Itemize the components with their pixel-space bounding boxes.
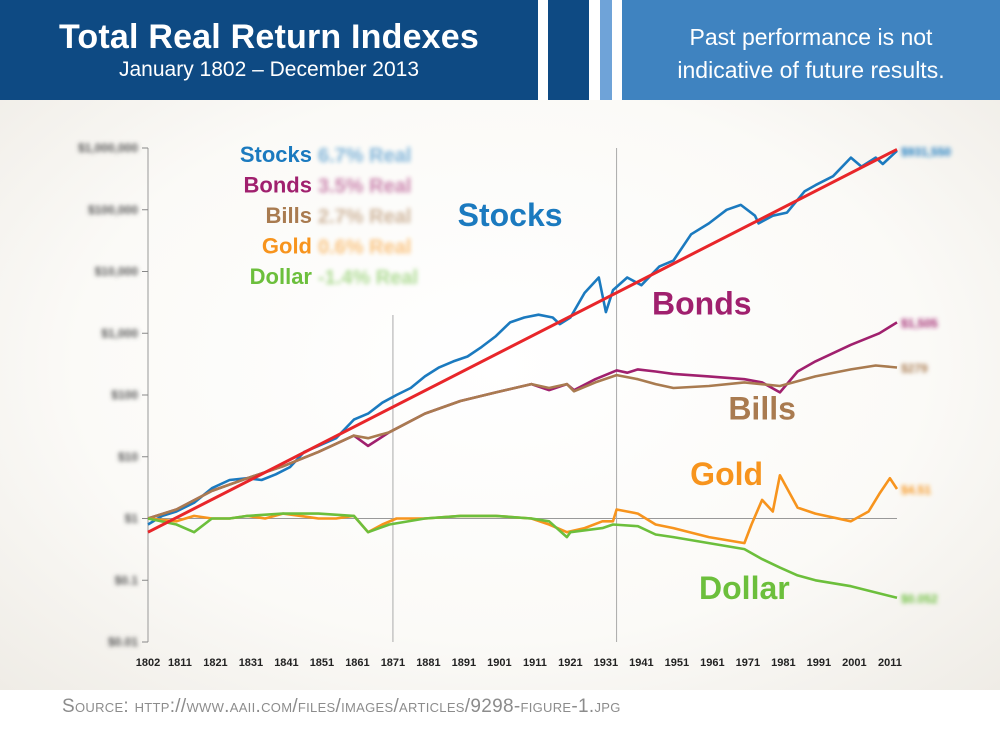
series-lines bbox=[147, 148, 899, 600]
legend-name-dollar: Dollar bbox=[250, 264, 313, 289]
returns-chart: $1,000,000 $100,000 $10,000 $1,000 $100 $10 $1… bbox=[78, 141, 952, 669]
series-labels: Stocks $931,550 Bonds $1,505 Bills $279 Gold $4… bbox=[458, 145, 952, 606]
legend-rate-gold: 0.6% Real bbox=[318, 237, 411, 259]
x-tick-label: 1911 bbox=[523, 657, 547, 669]
legend-rate-dollar: -1.4% Real bbox=[318, 267, 418, 289]
y-tick-label: $1,000,000 bbox=[78, 141, 138, 155]
chart-title: Total Real Return Indexes bbox=[58, 18, 480, 56]
y-axis-ticks: $1,000,000 $100,000 $10,000 $1,000 $100 $10 $1… bbox=[78, 141, 148, 649]
y-tick-label: $10,000 bbox=[95, 265, 139, 279]
series-line-dollar bbox=[147, 512, 898, 600]
legend-rate-bonds: 3.5% Real bbox=[318, 176, 411, 198]
end-value-stocks: $931,550 bbox=[901, 145, 951, 159]
x-tick-label: 1861 bbox=[345, 657, 369, 669]
end-value-bills: $279 bbox=[901, 361, 928, 375]
legend-name-stocks: Stocks bbox=[240, 142, 312, 167]
y-tick-label: $1 bbox=[125, 512, 139, 526]
x-tick-label: 1901 bbox=[487, 657, 511, 669]
source-caption: Source: http://www.aaii.com/files/images… bbox=[62, 696, 621, 717]
series-line-bills bbox=[147, 364, 898, 520]
legend-name-bills: Bills bbox=[266, 203, 312, 228]
x-tick-label: 1851 bbox=[310, 657, 334, 669]
series-label-gold: Gold bbox=[690, 456, 763, 492]
x-tick-label: 1841 bbox=[274, 657, 298, 669]
legend-rate-stocks: 6.7% Real bbox=[318, 145, 411, 167]
x-tick-label: 1981 bbox=[771, 657, 795, 669]
x-tick-label: 1941 bbox=[629, 657, 653, 669]
series-line-stocks bbox=[147, 149, 898, 526]
series-label-stocks: Stocks bbox=[458, 197, 563, 233]
x-tick-label: 1811 bbox=[168, 657, 192, 669]
x-tick-label: 1871 bbox=[381, 657, 405, 669]
x-tick-label: 1931 bbox=[594, 657, 618, 669]
x-tick-label: 1951 bbox=[665, 657, 689, 669]
disclaimer-text: Past performance is not indicative of fu… bbox=[622, 21, 1000, 87]
header-title-panel: Total Real Return Indexes January 1802 –… bbox=[0, 0, 538, 100]
header-stripe-dark bbox=[548, 0, 589, 100]
end-value-dollar: $0.052 bbox=[901, 592, 938, 606]
x-tick-label: 1831 bbox=[239, 657, 263, 669]
x-tick-label: 1821 bbox=[203, 657, 227, 669]
x-axis-ticks: 1802 1811 1821 1831 1841 1851 1861 1871 1881 1891… bbox=[136, 657, 902, 669]
y-tick-label: $0.1 bbox=[115, 573, 139, 587]
y-tick-label: $0.01 bbox=[108, 635, 138, 649]
legend: Stocks 6.7% Real Bonds 3.5% Real Bills 2.7% R… bbox=[240, 142, 418, 289]
y-tick-label: $1,000 bbox=[101, 326, 138, 340]
y-tick-label: $100 bbox=[111, 388, 138, 402]
disclaimer-line-1: Past performance is not bbox=[689, 24, 933, 50]
x-tick-label: 1881 bbox=[416, 657, 440, 669]
series-label-bills: Bills bbox=[728, 391, 796, 427]
x-tick-label: 1891 bbox=[452, 657, 476, 669]
x-tick-label: 1991 bbox=[807, 657, 831, 669]
x-tick-label: 1921 bbox=[558, 657, 582, 669]
series-line-gold bbox=[147, 474, 899, 545]
header-disclaimer-panel: Past performance is not indicative of fu… bbox=[622, 0, 1000, 100]
plot-background bbox=[0, 100, 1000, 690]
x-tick-label: 2011 bbox=[878, 657, 902, 669]
header-stripe-light bbox=[600, 0, 612, 100]
series-label-dollar: Dollar bbox=[699, 570, 790, 606]
y-tick-label: $100,000 bbox=[88, 203, 138, 217]
x-tick-label: 1802 bbox=[136, 657, 160, 669]
legend-name-gold: Gold bbox=[262, 234, 312, 259]
stocks-trend-line bbox=[147, 148, 898, 534]
legend-rate-bills: 2.7% Real bbox=[318, 206, 411, 228]
end-value-gold: $4.51 bbox=[901, 483, 931, 497]
y-tick-label: $10 bbox=[118, 450, 138, 464]
x-tick-label: 1961 bbox=[700, 657, 724, 669]
end-value-bonds: $1,505 bbox=[901, 316, 938, 330]
x-tick-label: 1971 bbox=[736, 657, 760, 669]
series-label-bonds: Bonds bbox=[652, 286, 752, 322]
x-tick-label: 2001 bbox=[842, 657, 866, 669]
legend-name-bonds: Bonds bbox=[244, 173, 312, 198]
disclaimer-line-2: indicative of future results. bbox=[677, 57, 945, 83]
chart-subtitle: January 1802 – December 2013 bbox=[118, 58, 420, 81]
